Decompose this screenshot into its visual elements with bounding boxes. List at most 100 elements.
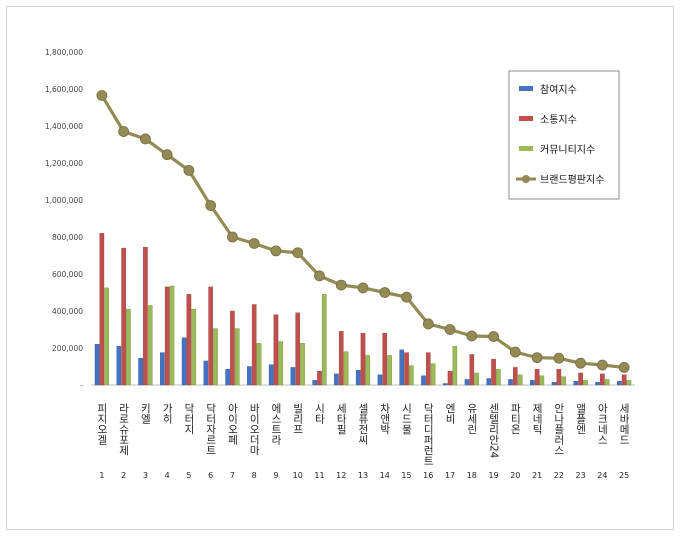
bar-소통지수-21 — [534, 369, 540, 386]
category-index: 8 — [252, 471, 257, 480]
category-label: 엔비 — [444, 403, 456, 425]
bar-참여지수-10 — [290, 367, 296, 386]
category-index: 3 — [143, 471, 148, 480]
bar-참여지수-14 — [377, 374, 383, 386]
legend-box — [508, 70, 620, 200]
category-index: 10 — [293, 471, 303, 480]
category-index: 12 — [336, 471, 346, 480]
category-index: 17 — [445, 471, 455, 480]
category-label: 닥터지 — [183, 403, 195, 435]
point-브랜드평판지수-11 — [314, 270, 325, 282]
bar-소통지수-6 — [208, 286, 213, 386]
bar-소통지수-24 — [600, 373, 605, 386]
category-index: 24 — [597, 471, 607, 480]
point-브랜드평판지수-2 — [118, 126, 130, 137]
category-label: 앨플엔 — [575, 402, 587, 434]
category-label: 셀퓨전씨 — [357, 403, 369, 445]
point-브랜드평판지수-12 — [335, 279, 347, 291]
bar-참여지수-25 — [617, 381, 622, 386]
bar-소통지수-3 — [143, 246, 148, 386]
category-label: 세바메드 — [618, 403, 630, 445]
bar-커뮤니티지수-11 — [321, 294, 327, 386]
bar-소통지수-16 — [425, 352, 431, 386]
bar-커뮤니티지수-21 — [539, 375, 545, 386]
category-index: 19 — [488, 471, 498, 480]
y-tick-label: 200,000 — [52, 344, 83, 353]
bar-소통지수-1 — [99, 233, 105, 386]
category-label: 빌리프 — [292, 403, 304, 435]
bar-참여지수-13 — [355, 370, 361, 386]
bar-참여지수-24 — [595, 382, 600, 386]
bar-소통지수-7 — [230, 310, 235, 386]
legend-label: 브랜드평판지수 — [540, 174, 604, 186]
bar-소통지수-2 — [121, 247, 126, 386]
bar-소통지수-4 — [164, 286, 170, 386]
bar-커뮤니티지수-24 — [604, 379, 610, 386]
point-브랜드평판지수-7 — [227, 231, 238, 243]
category-index: 6 — [208, 471, 213, 480]
category-label: 시드물 — [401, 403, 413, 435]
legend-label: 커뮤니티지수 — [540, 144, 595, 156]
point-브랜드평판지수-14 — [379, 287, 391, 298]
point-브랜드평판지수-4 — [161, 149, 173, 161]
category-index: 14 — [380, 471, 390, 480]
category-index: 13 — [358, 471, 368, 480]
bar-커뮤니티지수-12 — [343, 351, 349, 386]
category-index: 4 — [165, 471, 170, 480]
category-label: 닥터디퍼런트 — [422, 403, 434, 466]
point-브랜드평판지수-16 — [422, 318, 434, 330]
bar-참여지수-3 — [138, 357, 143, 386]
y-tick-label: 600,000 — [52, 270, 83, 279]
point-브랜드평판지수-17 — [444, 324, 456, 335]
category-index: 23 — [576, 471, 586, 480]
category-label: 라로슈포제 — [118, 403, 130, 456]
y-tick-label: 1,600,000 — [45, 85, 83, 94]
category-index: 1 — [99, 471, 104, 480]
category-index: 5 — [186, 471, 191, 480]
bar-참여지수-7 — [225, 369, 230, 386]
brand-reputation-chart: - 200,000 400,000 600,000 800,000 1,000,000 1,… — [45, 48, 635, 480]
legend-swatch-소통지수 — [519, 116, 533, 121]
point-브랜드평판지수-1 — [96, 90, 108, 101]
bar-커뮤니티지수-18 — [474, 372, 479, 386]
bar-소통지수-25 — [621, 374, 627, 386]
bar-커뮤니티지수-4 — [169, 285, 175, 386]
bar-커뮤니티지수-10 — [300, 343, 305, 386]
y-tick-label: 1,400,000 — [45, 122, 83, 131]
category-index: 20 — [510, 471, 520, 480]
chart-frame: - 200,000 400,000 600,000 800,000 1,000,000 1,… — [6, 6, 674, 530]
point-브랜드평판지수-5 — [183, 164, 195, 176]
bar-소통지수-9 — [273, 314, 279, 386]
legend-label: 소통지수 — [540, 114, 577, 126]
bar-커뮤니티지수-5 — [191, 308, 197, 386]
category-label: 피지오겔 — [96, 403, 108, 445]
bar-커뮤니티지수-15 — [409, 365, 414, 386]
category-index: 11 — [314, 471, 324, 480]
bar-소통지수-22 — [556, 369, 562, 386]
bar-참여지수-17 — [442, 383, 448, 386]
point-브랜드평판지수-10 — [292, 247, 304, 259]
point-브랜드평판지수-23 — [575, 357, 586, 369]
bar-소통지수-18 — [469, 354, 475, 386]
bar-참여지수-15 — [399, 349, 405, 386]
bar-커뮤니티지수-9 — [278, 341, 284, 386]
bar-참여지수-5 — [181, 337, 187, 386]
bar-커뮤니티지수-1 — [104, 287, 109, 386]
bar-참여지수-20 — [508, 379, 513, 386]
category-label: 에스트라 — [270, 403, 282, 446]
y-tick-label: 1,800,000 — [45, 48, 83, 57]
category-label: 시타 — [313, 403, 325, 425]
bar-참여지수-21 — [529, 380, 535, 386]
category-index: 2 — [121, 471, 126, 480]
bar-참여지수-11 — [312, 380, 317, 386]
category-label: 바이오더마 — [248, 403, 260, 456]
bar-커뮤니티지수-25 — [626, 380, 632, 386]
bar-참여지수-19 — [486, 378, 492, 386]
bar-소통지수-15 — [404, 352, 409, 386]
category-index: 18 — [467, 471, 477, 480]
point-브랜드평판지수-19 — [488, 331, 499, 342]
category-index: 25 — [619, 471, 629, 480]
bar-소통지수-23 — [578, 372, 583, 386]
bar-커뮤니티지수-8 — [256, 343, 262, 386]
y-tick-label: 800,000 — [52, 233, 83, 242]
